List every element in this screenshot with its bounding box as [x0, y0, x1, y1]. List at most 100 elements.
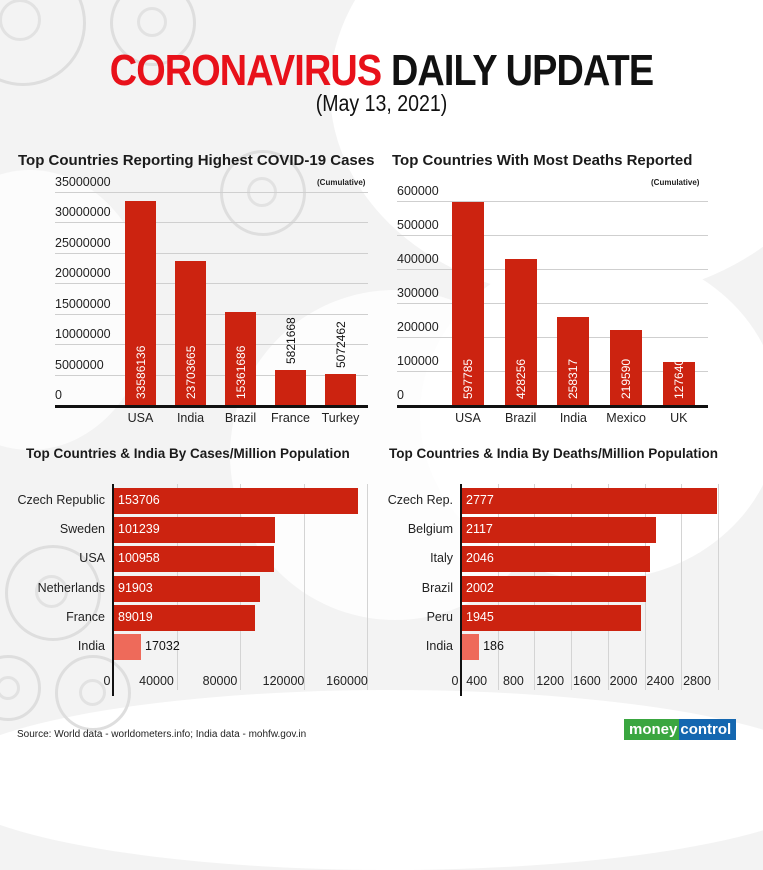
y-tick-label: 0 [397, 388, 404, 402]
y-tick-label: 5000000 [55, 357, 104, 372]
moneycontrol-logo: money control [624, 719, 737, 740]
gridline [397, 235, 708, 236]
background-shape [330, 0, 763, 300]
bar: 127640 [662, 358, 695, 405]
gridline [397, 337, 708, 338]
bar [325, 374, 356, 405]
bar: 2117 [462, 517, 657, 544]
bar-value-label: 2777 [466, 493, 494, 507]
x-tick-label: USA [455, 411, 481, 425]
gridline [397, 371, 708, 372]
bar-value-label: 2117 [466, 522, 493, 537]
virus-illustration-icon [55, 655, 131, 731]
bar: 2777 [462, 488, 717, 514]
virus-illustration-icon [5, 545, 101, 641]
logo-money: money [624, 719, 680, 740]
bar-value-label: 33586136 [133, 345, 148, 399]
page-date: (May 13, 2021) [315, 90, 448, 116]
chart-cases-per-million-title: Top Countries & India By Cases/Million P… [26, 446, 350, 461]
bar-value-label: 2002 [466, 580, 494, 595]
title-red: CORONAVIRUS [109, 46, 382, 95]
y-tick-label: 600000 [397, 184, 439, 198]
y-tick-label: 100000 [397, 354, 439, 368]
bar-value-label: 23703665 [183, 345, 198, 399]
gridline [55, 283, 368, 285]
category-label: Czech Rep. [387, 493, 453, 507]
x-tick-label: UK [670, 411, 688, 425]
chart-cases-title: Top Countries Reporting Highest COVID-19… [18, 152, 375, 169]
gridline [303, 484, 305, 690]
y-tick-label: 400000 [397, 252, 439, 266]
x-tick-label: 800 [502, 674, 524, 688]
x-tick-label: 40000 [139, 674, 174, 688]
gridline [55, 374, 368, 376]
x-axis-line [55, 405, 368, 408]
bar-value-label: 5072462 [333, 321, 348, 369]
bar-value-label: 428256 [513, 358, 528, 399]
bar [462, 634, 480, 660]
bar: 15361686 [225, 311, 256, 405]
virus-illustration-icon [110, 0, 196, 66]
category-label: Peru [426, 609, 453, 624]
x-tick-label: 2800 [683, 674, 711, 688]
category-label: India [77, 639, 105, 653]
bar-value-label: 219590 [619, 358, 634, 399]
gridline [55, 313, 368, 315]
y-axis-line [460, 484, 462, 696]
bar: 100958 [114, 546, 275, 573]
bar: 1945 [462, 604, 641, 631]
bar-value-label: 89019 [118, 609, 153, 624]
gridline [367, 484, 368, 690]
bar-value-label: 186 [483, 639, 504, 653]
y-tick-label: 10000000 [55, 327, 111, 342]
x-tick-label: India [176, 411, 205, 425]
y-tick-label: 0 [55, 388, 62, 402]
title-black: DAILY UPDATE [390, 46, 654, 95]
chart-deaths-subtitle: (Cumulative) [651, 178, 700, 187]
gridline [55, 252, 368, 254]
y-tick-label: 15000000 [55, 296, 111, 311]
x-axis-line [397, 405, 708, 408]
bar: 428256 [504, 259, 537, 405]
x-tick-label: India [559, 411, 587, 425]
gridline [397, 269, 708, 270]
bar: 89019 [114, 604, 256, 631]
bar: 23703665 [175, 260, 206, 405]
x-tick-label: 120000 [262, 674, 305, 688]
page-title: CORONAVIRUS DAILY UPDATE [53, 46, 709, 96]
bar: 2002 [462, 575, 646, 602]
y-tick-label: 30000000 [55, 205, 111, 220]
y-tick-label: 25000000 [55, 235, 111, 250]
bar-value-label: 258317 [566, 358, 581, 399]
bar [275, 369, 306, 405]
bar-value-label: 17032 [145, 639, 180, 653]
y-axis-line [112, 484, 114, 696]
bar-value-label: 2046 [466, 551, 494, 566]
category-label: France [66, 609, 105, 624]
gridline [55, 192, 368, 193]
x-tick-label: Brazil [224, 411, 257, 425]
bar: 219590 [610, 330, 643, 405]
x-tick-label: Brazil [505, 411, 537, 425]
y-tick-label: 500000 [397, 218, 439, 232]
bar-value-label: 153706 [118, 493, 160, 507]
bar-value-label: 5821668 [283, 316, 298, 364]
x-tick-label: 400 [466, 674, 488, 688]
bar: 153706 [114, 488, 358, 514]
chart-cases-subtitle: (Cumulative) [317, 178, 366, 187]
bar: 33586136 [125, 200, 156, 405]
gridline [397, 201, 708, 202]
category-label: Netherlands [37, 580, 105, 595]
y-tick-label: 20000000 [55, 266, 111, 281]
bar-value-label: 127640 [671, 358, 686, 399]
x-tick-label: USA [127, 411, 154, 425]
x-tick-label: 80000 [202, 674, 238, 688]
x-tick-label: 2000 [609, 674, 638, 688]
category-label: Italy [430, 551, 453, 566]
category-label: Brazil [421, 580, 453, 595]
bar-value-label: 101239 [118, 522, 160, 537]
category-label: India [425, 639, 453, 653]
source-note: Source: World data - worldometers.info; … [17, 729, 307, 740]
x-tick-label: Mexico [606, 411, 646, 425]
category-label: Sweden [59, 522, 105, 537]
